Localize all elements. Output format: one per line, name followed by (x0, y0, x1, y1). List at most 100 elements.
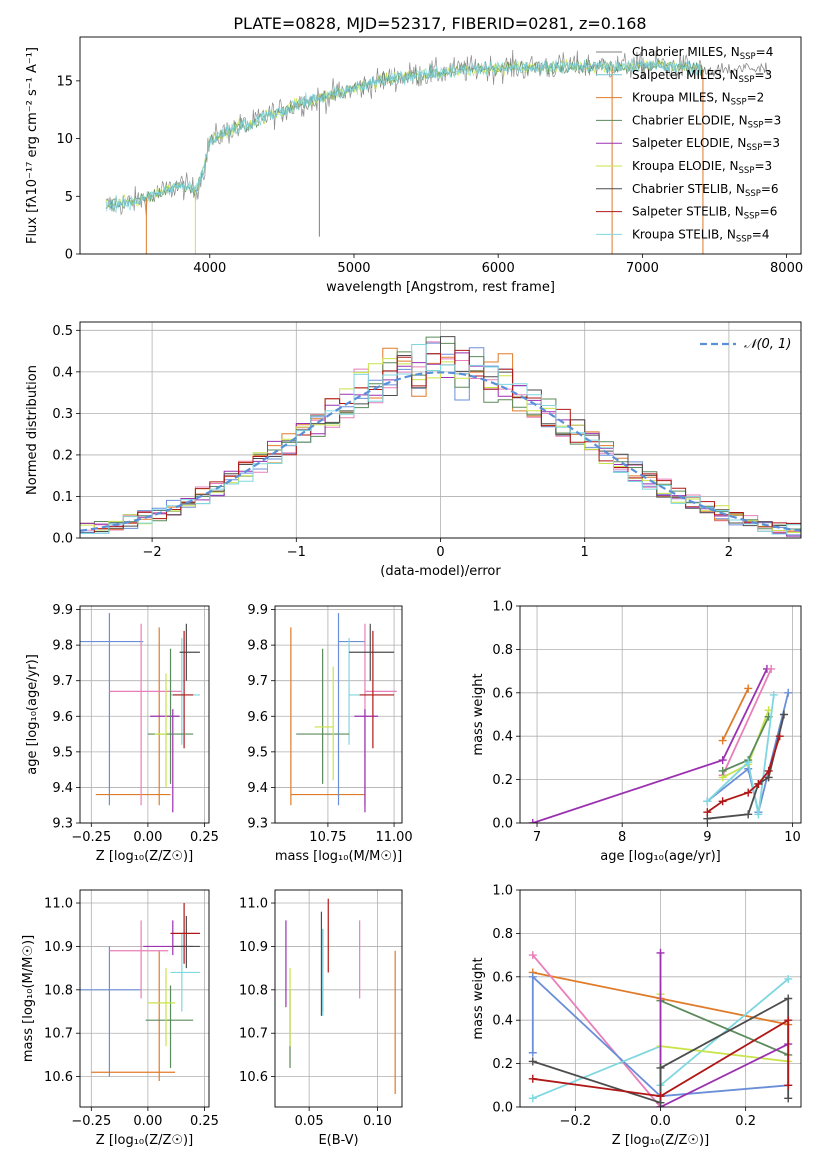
y-tick-label: 10.6 (239, 1070, 268, 1085)
x-tick-label: 0.25 (190, 1114, 219, 1129)
x-tick-label: 0.00 (133, 1114, 162, 1129)
weight-point-marker (779, 710, 788, 719)
x-tick-label: 0.0 (650, 1114, 671, 1129)
y-tick-label: 9.3 (52, 817, 73, 832)
panel-mass-weight-vs-age: 7 8 9 10 0.0 0.2 0.4 0.6 0.8 1.0 age [log₁₀(age/yr… (471, 600, 802, 864)
legend-label: Chabrier MILES, NSSP=4 (632, 45, 773, 62)
x-tick-label: 2 (725, 545, 733, 560)
y-tick-label: 10.6 (44, 1070, 73, 1085)
legend-label: Salpeter ELODIE, NSSP=3 (632, 136, 780, 153)
weight-point-marker (775, 732, 784, 741)
legend-label: Kroupa ELODIE, NSSP=3 (632, 159, 772, 176)
panel-mass-weight-vs-Z: −0.2 0.0 0.2 0.0 0.2 0.4 0.6 0.8 1.0 Z [log₁₀(Z/Z… (471, 884, 802, 1148)
weight-point-marker (784, 1016, 793, 1025)
y-tick-label: 10.7 (239, 1027, 268, 1042)
panel-mass-vs-EBV: 0.05 0.10 10.6 10.7 10.8 10.9 11.0 E(B-V) (239, 889, 403, 1148)
y-tick-label: 9.4 (247, 781, 268, 796)
weight-series (528, 664, 793, 823)
weight-point-marker (784, 1081, 793, 1090)
weight-point-marker (528, 1094, 537, 1103)
weight-point-marker (764, 766, 773, 775)
x-tick-label: 6000 (482, 261, 515, 276)
weight-point-marker (656, 948, 665, 957)
x-tick-label: 0.05 (295, 1114, 324, 1129)
spectrum-tail-line (699, 62, 770, 77)
y-axis-label: mass [log₁₀(M/M☉)] (21, 935, 36, 1062)
weight-point-marker (703, 808, 712, 817)
weight-point-marker (769, 690, 778, 699)
weight-point-marker (718, 766, 727, 775)
x-axis-label: Z [log₁₀(Z/Z☉)] (96, 1133, 193, 1148)
weight-point-marker (656, 1092, 665, 1101)
errorbar-marks (80, 903, 200, 1081)
y-tick-label: 9.7 (52, 674, 73, 689)
y-tick-label: 0.2 (492, 773, 513, 788)
y-axis-label: mass weight (471, 957, 486, 1039)
y-tick-label: 0.0 (52, 532, 73, 547)
y-tick-label: 11.0 (239, 897, 268, 912)
histogram-series-step (80, 344, 801, 535)
errorbar-marks (285, 898, 396, 1094)
x-tick-label: 1 (581, 545, 589, 560)
weight-series (528, 948, 793, 1107)
x-tick-label: 0 (436, 545, 444, 560)
y-tick-label: 10.9 (239, 940, 268, 955)
y-tick-label: 0.0 (492, 817, 513, 832)
weight-point-marker (744, 788, 753, 797)
weight-point-marker (528, 972, 537, 981)
weight-series-line (706, 694, 775, 815)
x-tick-label: 4000 (193, 261, 226, 276)
y-tick-label: 0.8 (492, 927, 513, 942)
y-axis-label: age [log₁₀(age/yr)] (25, 654, 40, 775)
weight-point-marker (528, 1057, 537, 1066)
legend-label: 𝒩(0, 1) (744, 337, 791, 352)
x-axis-label: age [log₁₀(age/yr)] (600, 849, 721, 864)
weight-series-line (532, 1018, 790, 1098)
axes-frame (79, 889, 210, 1108)
panel-age-vs-mass: 10.75 11.00 9.3 9.4 9.5 9.6 9.7 9.8 9.9 mass [log… (247, 603, 412, 864)
weight-point-marker (528, 1048, 537, 1057)
weight-point-marker (754, 810, 763, 819)
y-tick-label: 5 (65, 190, 73, 205)
axes-frame (79, 321, 802, 539)
legend-label: Kroupa MILES, NSSP=2 (632, 91, 764, 108)
x-tick-label: −0.25 (71, 830, 111, 845)
weight-point-marker (784, 994, 793, 1003)
y-tick-label: 0.4 (52, 365, 73, 380)
x-axis-label: (data-model)/error (380, 564, 501, 579)
weight-point-marker (744, 684, 753, 693)
x-axis-label: Z [log₁₀(Z/Z☉)] (96, 849, 193, 864)
x-tick-label: 9 (703, 830, 711, 845)
x-axis-label: Z [log₁₀(Z/Z☉)] (612, 1133, 709, 1148)
weight-series-line (531, 974, 789, 1098)
y-tick-label: 0.6 (492, 970, 513, 985)
legend-label: Kroupa STELIB, NSSP=4 (632, 227, 770, 244)
weight-point-marker (528, 819, 537, 823)
y-axis-label: Flux [fλ10⁻¹⁷ erg cm⁻² s⁻¹ A⁻¹] (25, 47, 40, 244)
y-tick-label: 11.0 (44, 897, 73, 912)
axes-frame (274, 605, 403, 824)
y-tick-label: 9.9 (247, 603, 268, 618)
y-tick-label: 0.8 (492, 643, 513, 658)
weight-series-line (721, 688, 750, 741)
x-tick-label: 0.2 (735, 1114, 756, 1129)
legend-label: Salpeter MILES, NSSP=3 (632, 68, 772, 85)
axes-frame (79, 605, 210, 824)
spectrum-lines (105, 49, 770, 254)
y-tick-label: 0.0 (492, 1101, 513, 1116)
y-tick-label: 0.4 (492, 1014, 513, 1029)
panel-mass-vs-Z: −0.25 0.00 0.25 10.6 10.7 10.8 10.9 11.0 Z [log₁… (21, 889, 219, 1148)
panel-spectrum: 4000 5000 6000 7000 8000 0 5 10 15 wavelength [An… (25, 36, 803, 295)
x-axis-label: E(B-V) (318, 1133, 358, 1148)
figure-title: PLATE=0828, MJD=52317, FIBERID=0281, z=0… (233, 14, 646, 33)
weight-point-marker (767, 664, 776, 673)
histogram-steps (80, 336, 801, 537)
y-tick-label: 1.0 (492, 884, 513, 899)
x-tick-label: 10 (784, 830, 801, 845)
y-tick-label: 1.0 (492, 600, 513, 615)
weight-series-line (532, 668, 768, 823)
weight-point-marker (528, 1074, 537, 1083)
axes-frame (274, 889, 403, 1108)
y-tick-label: 9.6 (52, 710, 73, 725)
